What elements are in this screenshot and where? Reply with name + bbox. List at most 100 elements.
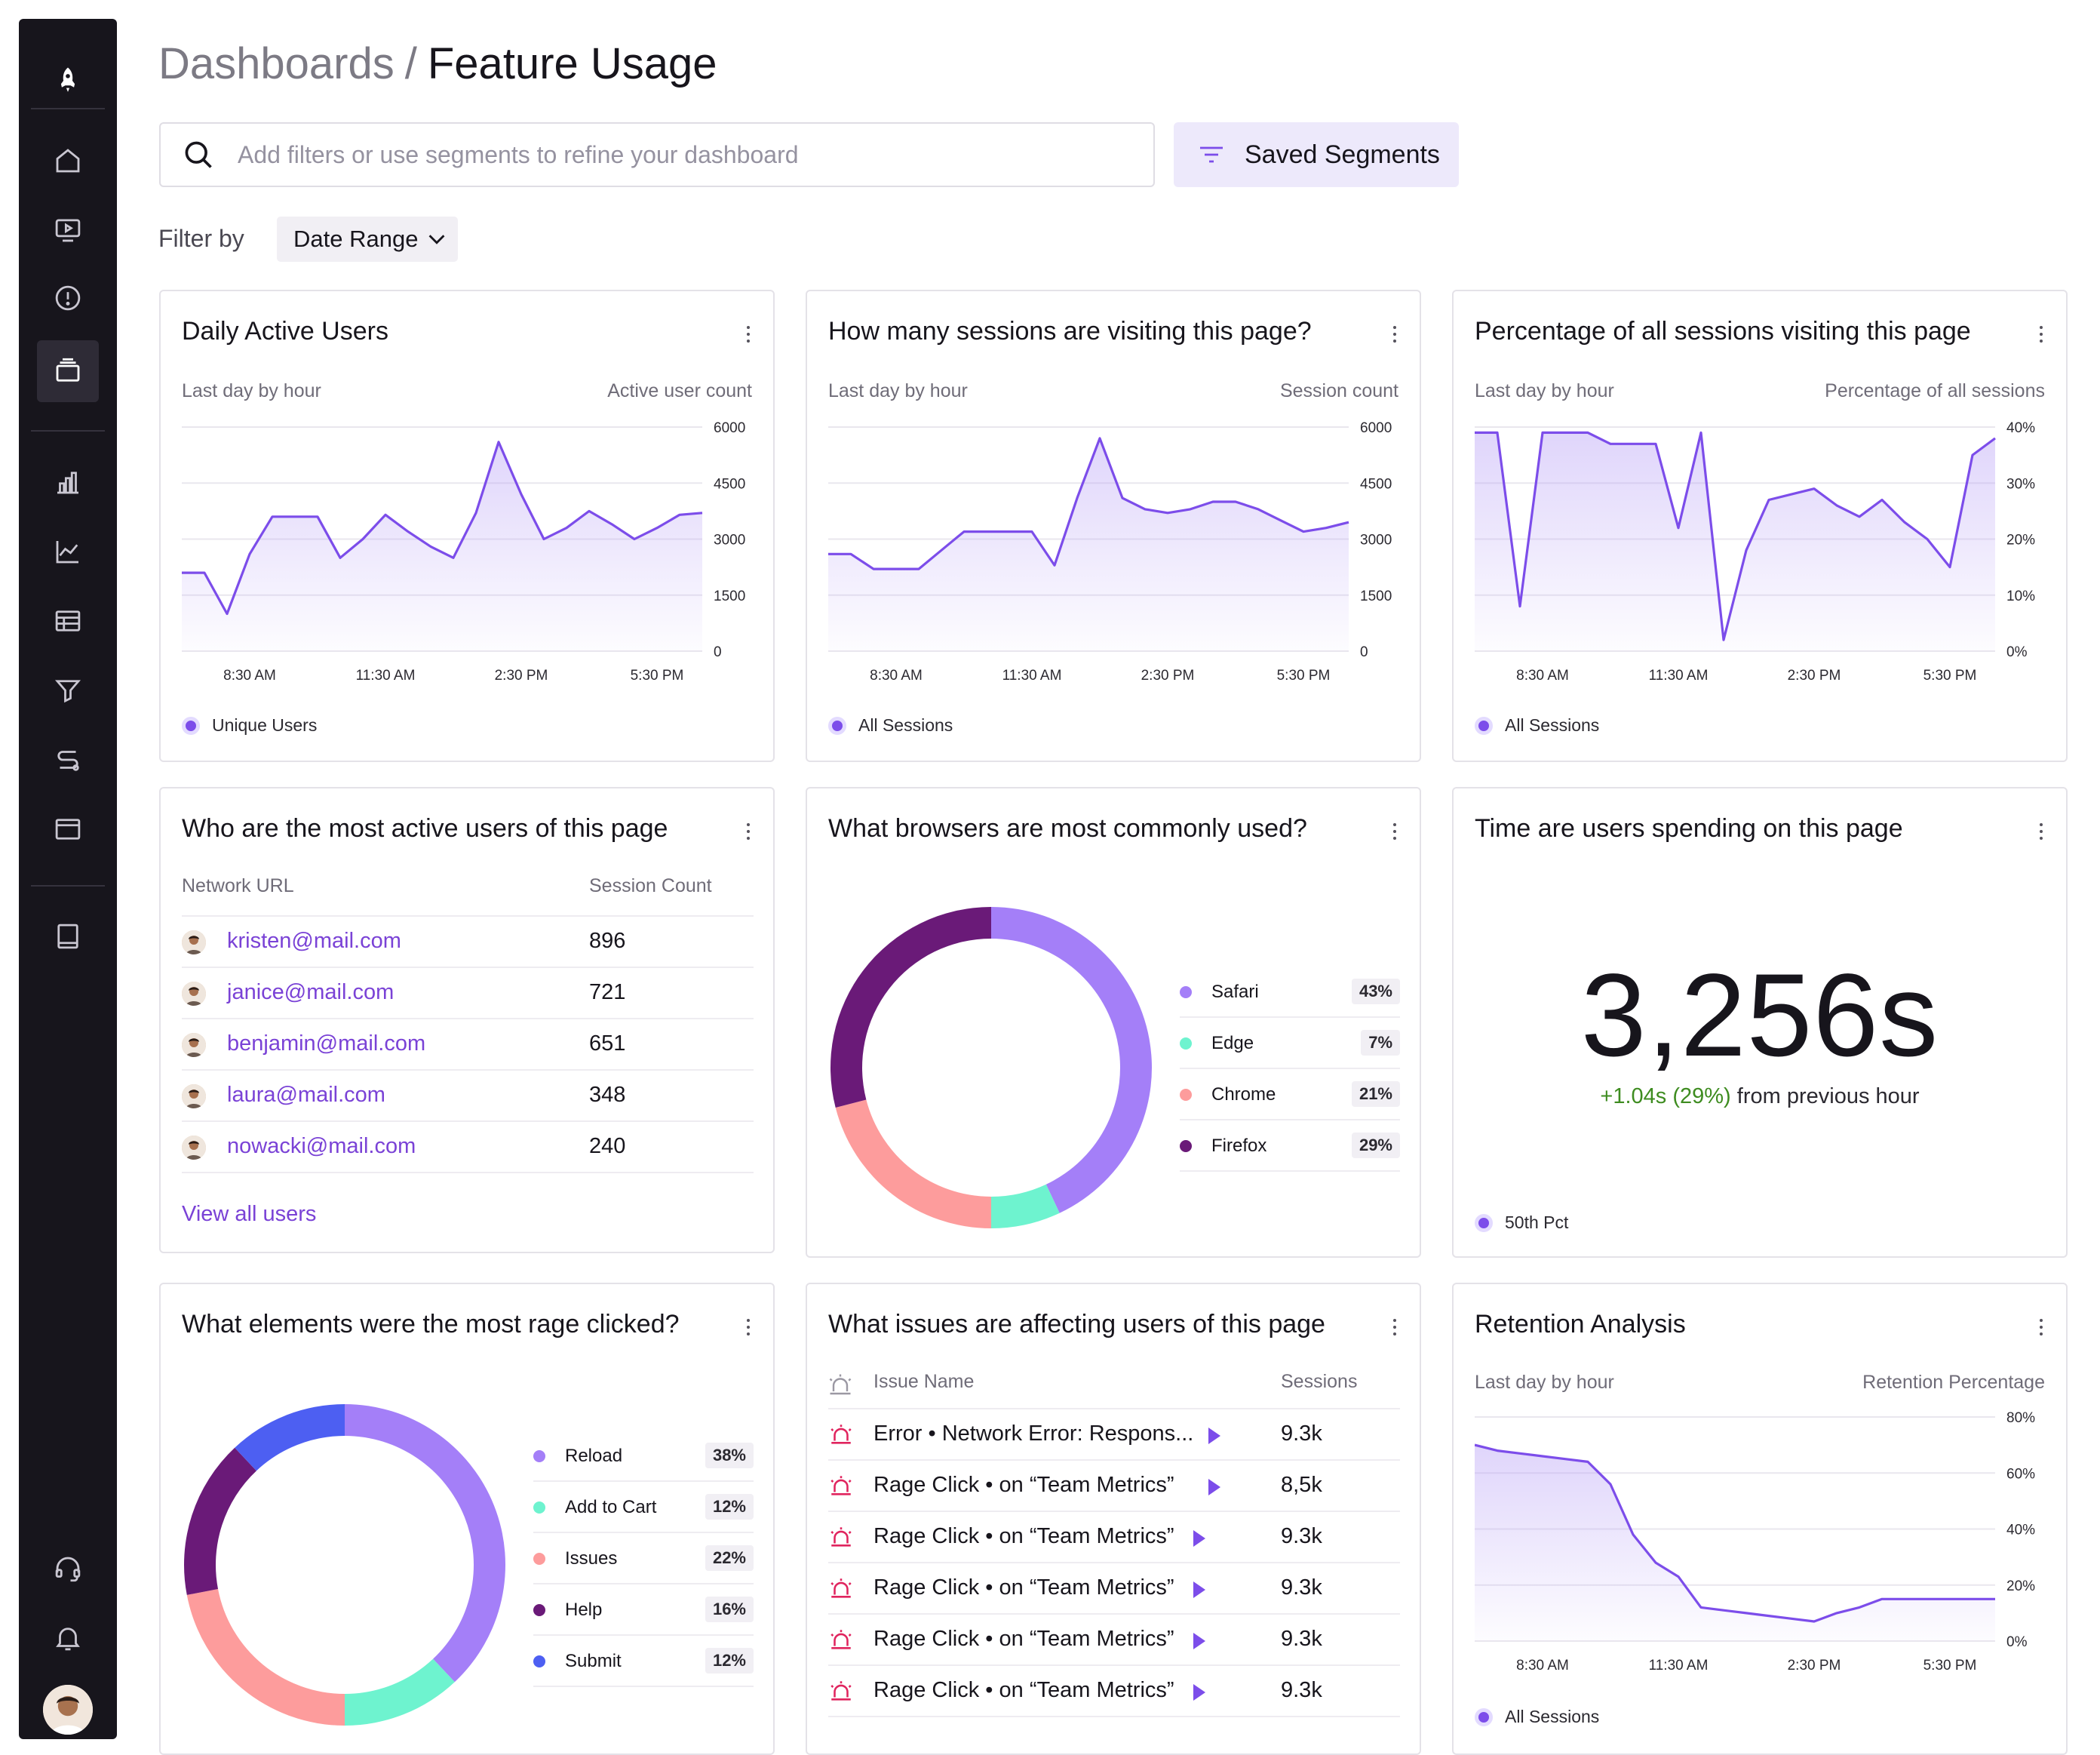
table-row[interactable]: janice@mail.com 721	[182, 967, 754, 1019]
funnel-icon[interactable]	[19, 660, 117, 721]
table-row[interactable]: benjamin@mail.com 651	[182, 1018, 754, 1071]
donut-slice-issues[interactable]	[186, 1589, 345, 1726]
data-point[interactable]	[1923, 535, 1932, 544]
layers-icon[interactable]	[19, 341, 117, 401]
data-point[interactable]	[1493, 1446, 1502, 1455]
data-point[interactable]	[675, 510, 684, 519]
data-point[interactable]	[892, 564, 901, 573]
table-row[interactable]: laura@mail.com 348	[182, 1069, 754, 1122]
data-point[interactable]	[607, 520, 616, 529]
data-point[interactable]	[1900, 1594, 1909, 1603]
data-point[interactable]	[1322, 524, 1331, 533]
data-point[interactable]	[959, 527, 969, 536]
data-point[interactable]	[1674, 1572, 1683, 1581]
breadcrumb-parent[interactable]: Dashboards	[158, 39, 395, 88]
table-row[interactable]: kristen@mail.com 896	[182, 915, 754, 968]
legend-item[interactable]: Firefox 29%	[1180, 1120, 1400, 1172]
series-line[interactable]	[1475, 431, 1996, 641]
series-line[interactable]	[1475, 1443, 1995, 1623]
rocket-logo-icon[interactable]	[19, 51, 117, 111]
data-point[interactable]	[1832, 501, 1841, 510]
alert-circle-icon[interactable]	[19, 268, 117, 328]
data-point[interactable]	[1538, 428, 1547, 437]
donut-slice-submit[interactable]	[235, 1404, 345, 1471]
donut-slice-edge[interactable]	[991, 1184, 1060, 1228]
legend-item[interactable]: Help 16%	[533, 1584, 754, 1636]
data-point[interactable]	[358, 535, 367, 544]
donut-slice-help[interactable]	[184, 1447, 256, 1595]
data-point[interactable]	[1141, 505, 1150, 514]
data-point[interactable]	[1968, 450, 1977, 459]
user-email-link[interactable]: benjamin@mail.com	[227, 1031, 426, 1056]
more-options-icon[interactable]	[2039, 326, 2043, 343]
data-point[interactable]	[1231, 497, 1240, 506]
data-point[interactable]	[1254, 505, 1263, 514]
data-point[interactable]	[1968, 1594, 1977, 1603]
data-point[interactable]	[562, 524, 571, 533]
play-icon[interactable]	[1208, 1479, 1220, 1495]
data-point[interactable]	[1945, 563, 1954, 572]
play-icon[interactable]	[1193, 1684, 1205, 1701]
data-point[interactable]	[1344, 518, 1353, 527]
more-options-icon[interactable]	[2039, 823, 2043, 840]
data-point[interactable]	[1583, 1457, 1592, 1466]
data-point[interactable]	[539, 535, 548, 544]
data-point[interactable]	[1674, 524, 1683, 533]
data-point[interactable]	[517, 490, 526, 499]
data-point[interactable]	[1583, 428, 1592, 437]
data-point[interactable]	[1299, 527, 1308, 536]
legend-item[interactable]: Safari 43%	[1180, 967, 1400, 1018]
data-point[interactable]	[1561, 428, 1570, 437]
data-point[interactable]	[1832, 1609, 1841, 1618]
more-options-icon[interactable]	[1392, 823, 1397, 840]
data-point[interactable]	[268, 512, 277, 521]
data-point[interactable]	[1923, 1594, 1932, 1603]
data-point[interactable]	[426, 542, 435, 551]
data-point[interactable]	[1515, 602, 1524, 611]
table-row[interactable]: nowacki@mail.com 240	[182, 1120, 754, 1173]
more-options-icon[interactable]	[746, 823, 751, 840]
data-point[interactable]	[1742, 546, 1751, 555]
data-point[interactable]	[1945, 1594, 1954, 1603]
data-point[interactable]	[1606, 439, 1615, 448]
data-point[interactable]	[937, 546, 946, 555]
data-point[interactable]	[1787, 490, 1796, 499]
donut-slice-reload[interactable]	[345, 1404, 505, 1683]
data-point[interactable]	[494, 438, 503, 447]
play-icon[interactable]	[1193, 1581, 1205, 1598]
data-point[interactable]	[1855, 512, 1864, 521]
data-point[interactable]	[1696, 428, 1705, 437]
play-icon[interactable]	[1193, 1633, 1205, 1649]
more-options-icon[interactable]	[1392, 1319, 1397, 1335]
play-icon[interactable]	[1208, 1428, 1220, 1444]
data-point[interactable]	[1005, 527, 1014, 536]
search-input[interactable]	[236, 140, 1107, 170]
data-point[interactable]	[846, 549, 855, 558]
data-point[interactable]	[1696, 1603, 1705, 1612]
data-point[interactable]	[1877, 496, 1887, 505]
issue-row[interactable]: Rage Click • on “Team Metrics” 9.3k	[828, 1613, 1400, 1666]
more-options-icon[interactable]	[2039, 1319, 2043, 1335]
data-point[interactable]	[449, 553, 458, 562]
data-point[interactable]	[1515, 1449, 1524, 1458]
data-point[interactable]	[336, 553, 345, 562]
data-point[interactable]	[1810, 1617, 1819, 1626]
data-point[interactable]	[1050, 561, 1059, 570]
donut-slice-add-to-cart[interactable]	[345, 1658, 455, 1726]
issue-row[interactable]: Rage Click • on “Team Metrics” 9.3k	[828, 1664, 1400, 1717]
more-options-icon[interactable]	[746, 326, 751, 343]
book-icon[interactable]	[19, 906, 117, 967]
data-point[interactable]	[1651, 439, 1660, 448]
data-point[interactable]	[914, 564, 923, 573]
series-line[interactable]	[828, 437, 1349, 570]
user-email-link[interactable]: nowacki@mail.com	[227, 1134, 416, 1158]
legend-item[interactable]: Edge 7%	[1180, 1018, 1400, 1069]
legend-item[interactable]: Add to Cart 12%	[533, 1482, 754, 1533]
legend-item[interactable]: Reload 38%	[533, 1431, 754, 1482]
donut-slice-chrome[interactable]	[835, 1099, 991, 1228]
data-point[interactable]	[1538, 1452, 1547, 1461]
home-icon[interactable]	[19, 131, 117, 191]
legend-item[interactable]: Submit 12%	[533, 1636, 754, 1687]
data-point[interactable]	[1163, 509, 1172, 518]
more-options-icon[interactable]	[746, 1319, 751, 1335]
